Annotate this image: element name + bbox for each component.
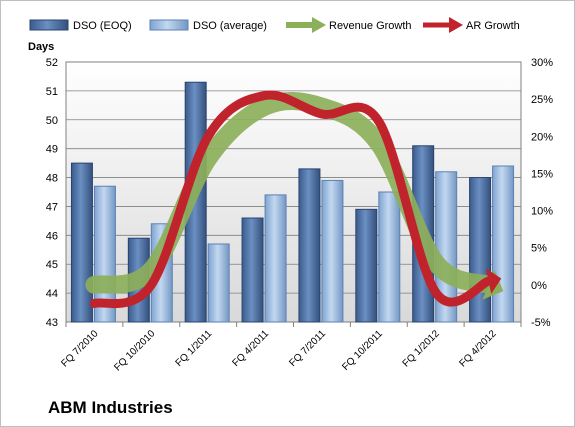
x-tick-label: FQ 10/2011 xyxy=(340,328,385,373)
x-tick-label: FQ 7/2011 xyxy=(287,328,328,369)
y-tick-label: 43 xyxy=(46,317,58,329)
bar-dso-eoq xyxy=(469,177,492,323)
bar-dso-average xyxy=(264,194,287,323)
y-tick-label: 51 xyxy=(46,86,58,98)
y2-tick-label: 15% xyxy=(531,168,553,180)
y-tick-label: 47 xyxy=(46,201,58,213)
x-tick-label: FQ 10/2010 xyxy=(112,328,157,373)
bar-dso-eoq xyxy=(70,162,93,323)
legend-swatch xyxy=(29,19,69,31)
y-tick-label: 52 xyxy=(46,57,58,69)
y-tick-label: 50 xyxy=(46,115,58,127)
bar-dso-average xyxy=(492,165,515,323)
x-tick-label: FQ 4/2011 xyxy=(231,328,272,369)
y-tick-label: 49 xyxy=(46,144,58,156)
y-tick-label: 45 xyxy=(46,259,58,271)
y2-tick-label: 30% xyxy=(531,57,553,69)
y-tick-label: 46 xyxy=(46,230,58,242)
bar-dso-eoq xyxy=(241,217,264,323)
legend-swatch-arrow xyxy=(449,17,463,33)
y2-tick-label: 20% xyxy=(531,131,553,143)
legend: DSO (EOQ) DSO (average) Revenue Growth AR G… xyxy=(29,17,520,33)
bar-dso-eoq xyxy=(355,208,378,323)
y2-tick-label: 10% xyxy=(531,206,553,218)
bar-dso-average xyxy=(378,191,401,323)
legend-label: DSO (EOQ) xyxy=(73,20,132,32)
x-tick-label: FQ 7/2010 xyxy=(59,328,100,369)
legend-label: DSO (average) xyxy=(193,20,267,32)
ar-growth-arrowhead xyxy=(485,268,502,294)
legend-label: AR Growth xyxy=(466,20,520,32)
legend-label: Revenue Growth xyxy=(329,20,412,32)
y-tick-label: 44 xyxy=(46,288,58,300)
y-axis-title: Days xyxy=(28,41,54,53)
legend-swatch xyxy=(149,19,189,31)
x-tick-label: FQ 1/2012 xyxy=(401,328,442,369)
bar-dso-average xyxy=(321,179,344,323)
y2-tick-label: 0% xyxy=(531,280,547,292)
y2-tick-label: -5% xyxy=(531,317,551,329)
legend-swatch-arrow xyxy=(312,17,326,33)
x-tick-label: FQ 4/2012 xyxy=(457,328,498,369)
y-tick-label: 48 xyxy=(46,173,58,185)
y2-tick-label: 25% xyxy=(531,94,553,106)
ar-growth-line xyxy=(89,90,494,309)
y2-tick-label: 5% xyxy=(531,243,547,255)
bar-dso-average xyxy=(207,243,230,323)
company-name: ABM Industries xyxy=(48,398,173,417)
x-tick-label: FQ 1/2011 xyxy=(174,328,215,369)
bar-dso-eoq xyxy=(298,168,321,323)
